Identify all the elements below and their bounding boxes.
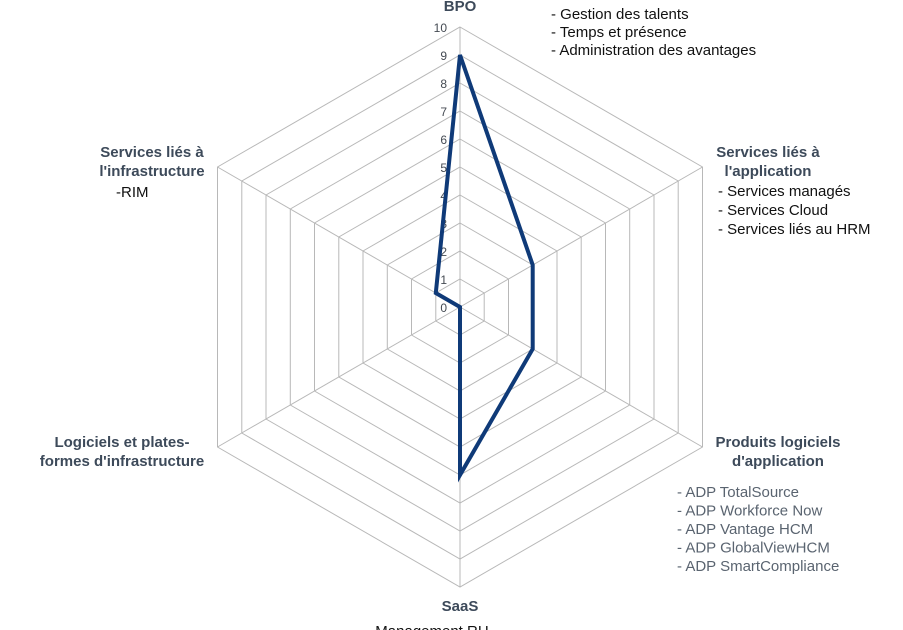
axis-title: l'application — [725, 163, 812, 180]
axis-spoke — [459, 306, 703, 448]
axis-title: Logiciels et plates- — [54, 434, 189, 451]
tick-label: 0 — [440, 301, 447, 315]
axis-title: d'application — [732, 453, 824, 470]
axis-note: - ADP Vantage HCM — [677, 521, 813, 538]
axis-note: - Temps et présence — [551, 24, 687, 41]
tick-label: 1 — [440, 273, 447, 287]
axis-title: Services liés à — [100, 144, 204, 161]
tick-label: 10 — [434, 21, 448, 35]
axis-note: -RIM — [116, 184, 149, 201]
tick-label: 8 — [440, 77, 447, 91]
axis-note: - ADP SmartCompliance — [677, 558, 839, 575]
axis-note: - Administration des avantages — [551, 42, 756, 59]
axis-title: Produits logiciels — [715, 434, 840, 451]
tick-label: 5 — [440, 161, 447, 175]
axis-note: - ADP GlobalViewHCM — [677, 540, 830, 557]
axis-note: - Services liés au HRM — [718, 221, 871, 238]
axis-title: SaaS — [442, 598, 479, 615]
axis-title: l'infrastructure — [99, 163, 204, 180]
axis-spoke — [459, 166, 703, 308]
tick-label: 6 — [440, 133, 447, 147]
axis-note: - ADP Workforce Now — [677, 503, 822, 520]
tick-label: 9 — [440, 49, 447, 63]
series-layer — [433, 54, 535, 483]
tick-label: 7 — [440, 105, 447, 119]
axis-note: - Services Cloud — [718, 202, 828, 219]
axis-spoke — [217, 306, 461, 448]
axis-note: - ADP TotalSource — [677, 484, 799, 501]
axis-note: - Gestion des talents — [551, 6, 689, 23]
axis-note: Management RH — [375, 623, 488, 630]
tick-label: 2 — [440, 245, 447, 259]
axis-title: formes d'infrastructure — [40, 453, 204, 470]
axis-labels: BPO - Gestion des talents- Temps et prése… — [40, 0, 871, 630]
axis-title: Services liés à — [716, 144, 820, 161]
axis-spoke — [217, 166, 461, 308]
axis-title: BPO — [444, 0, 477, 15]
axis-note: - Services managés — [718, 183, 851, 200]
series-polygon — [433, 54, 535, 483]
